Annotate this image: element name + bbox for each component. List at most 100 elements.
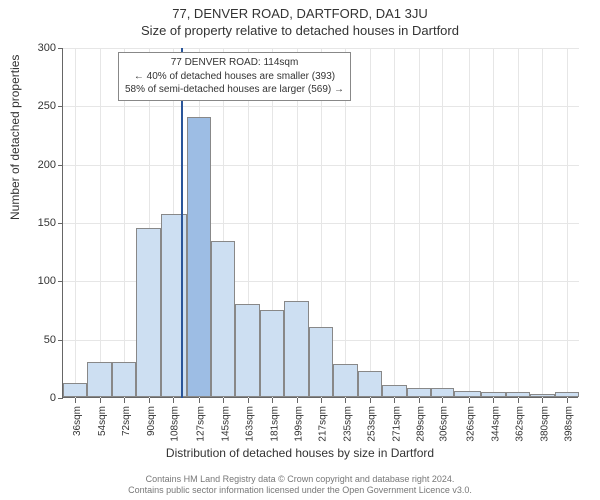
xtick-label: 145sqm <box>220 406 231 442</box>
xtick-label: 54sqm <box>97 406 108 436</box>
ytick-label: 200 <box>0 159 56 171</box>
ytick-label: 100 <box>0 275 56 287</box>
xtick-label: 362sqm <box>515 406 526 442</box>
property-marker-line <box>181 48 183 398</box>
x-axis-label: Distribution of detached houses by size … <box>0 446 600 460</box>
histogram-bar <box>506 392 530 397</box>
xtick-mark <box>173 398 174 403</box>
histogram-bar <box>112 362 136 397</box>
histogram-bar <box>407 388 431 397</box>
xtick-mark <box>223 398 224 403</box>
ytick-label: 50 <box>0 334 56 346</box>
histogram-bar <box>235 304 259 397</box>
histogram-bar <box>555 392 579 397</box>
xtick-mark <box>518 398 519 403</box>
xtick-label: 289sqm <box>416 406 427 442</box>
xtick-mark <box>394 398 395 403</box>
xtick-label: 344sqm <box>490 406 501 442</box>
chart-container: 77, DENVER ROAD, DARTFORD, DA1 3JU Size … <box>0 0 600 500</box>
grid-line-v <box>493 48 494 398</box>
xtick-label: 108sqm <box>170 406 181 442</box>
xtick-label: 72sqm <box>121 406 132 436</box>
ytick-mark <box>58 106 63 107</box>
chart-area: 36sqm54sqm72sqm90sqm108sqm127sqm145sqm16… <box>62 48 578 398</box>
ytick-label: 300 <box>0 42 56 54</box>
y-axis-label: Number of detached properties <box>8 55 22 220</box>
histogram-bar <box>454 391 481 397</box>
annotation-box: 77 DENVER ROAD: 114sqm ← 40% of detached… <box>118 52 351 101</box>
xtick-mark <box>124 398 125 403</box>
xtick-label: 253sqm <box>367 406 378 442</box>
histogram-bar <box>481 392 505 397</box>
histogram-bar <box>309 327 333 397</box>
xtick-mark <box>469 398 470 403</box>
histogram-bar <box>382 385 406 397</box>
histogram-bar-highlight <box>187 117 211 397</box>
grid-line-v <box>419 48 420 398</box>
histogram-bar <box>284 301 308 397</box>
grid-line-v <box>542 48 543 398</box>
xtick-mark <box>248 398 249 403</box>
address-title: 77, DENVER ROAD, DARTFORD, DA1 3JU <box>0 0 600 21</box>
grid-line-v <box>75 48 76 398</box>
xtick-mark <box>542 398 543 403</box>
xtick-mark <box>75 398 76 403</box>
histogram-bar <box>260 310 284 398</box>
chart-subtitle: Size of property relative to detached ho… <box>0 21 600 38</box>
ytick-label: 250 <box>0 100 56 112</box>
xtick-mark <box>567 398 568 403</box>
ytick-mark <box>58 48 63 49</box>
ytick-mark <box>58 340 63 341</box>
histogram-bar <box>431 388 454 397</box>
xtick-label: 235sqm <box>342 406 353 442</box>
xtick-mark <box>199 398 200 403</box>
footer-line1: Contains HM Land Registry data © Crown c… <box>0 474 600 485</box>
xtick-label: 271sqm <box>391 406 402 442</box>
grid-line-v <box>100 48 101 398</box>
grid-line-v <box>469 48 470 398</box>
xtick-mark <box>321 398 322 403</box>
xtick-label: 163sqm <box>245 406 256 442</box>
xtick-mark <box>345 398 346 403</box>
histogram-bar <box>87 362 111 397</box>
xtick-mark <box>272 398 273 403</box>
xtick-mark <box>442 398 443 403</box>
annotation-line1: 77 DENVER ROAD: 114sqm <box>125 56 344 70</box>
xtick-mark <box>297 398 298 403</box>
ytick-mark <box>58 165 63 166</box>
grid-line-v <box>567 48 568 398</box>
annotation-line3: 58% of semi-detached houses are larger (… <box>125 83 344 97</box>
plot-region: 36sqm54sqm72sqm90sqm108sqm127sqm145sqm16… <box>62 48 578 398</box>
grid-line-v <box>345 48 346 398</box>
xtick-label: 380sqm <box>539 406 550 442</box>
histogram-bar <box>136 228 160 397</box>
histogram-bar <box>211 241 235 397</box>
xtick-mark <box>370 398 371 403</box>
grid-line-v <box>370 48 371 398</box>
xtick-mark <box>100 398 101 403</box>
xtick-label: 199sqm <box>294 406 305 442</box>
footer-line2: Contains public sector information licen… <box>0 485 600 496</box>
histogram-bar <box>358 371 382 397</box>
grid-line-v <box>442 48 443 398</box>
grid-line-v <box>518 48 519 398</box>
ytick-label: 0 <box>0 392 56 404</box>
footer-attribution: Contains HM Land Registry data © Crown c… <box>0 474 600 497</box>
ytick-mark <box>58 281 63 282</box>
grid-line-v <box>124 48 125 398</box>
histogram-bar <box>530 394 554 398</box>
xtick-label: 36sqm <box>72 406 83 436</box>
xtick-label: 90sqm <box>146 406 157 436</box>
xtick-label: 217sqm <box>318 406 329 442</box>
histogram-bar <box>333 364 357 397</box>
ytick-mark <box>58 398 63 399</box>
xtick-label: 127sqm <box>196 406 207 442</box>
histogram-bar <box>63 383 87 397</box>
xtick-label: 306sqm <box>439 406 450 442</box>
xtick-label: 181sqm <box>269 406 280 442</box>
xtick-label: 398sqm <box>564 406 575 442</box>
annotation-line2: ← 40% of detached houses are smaller (39… <box>125 70 344 84</box>
xtick-mark <box>149 398 150 403</box>
xtick-mark <box>419 398 420 403</box>
ytick-mark <box>58 223 63 224</box>
